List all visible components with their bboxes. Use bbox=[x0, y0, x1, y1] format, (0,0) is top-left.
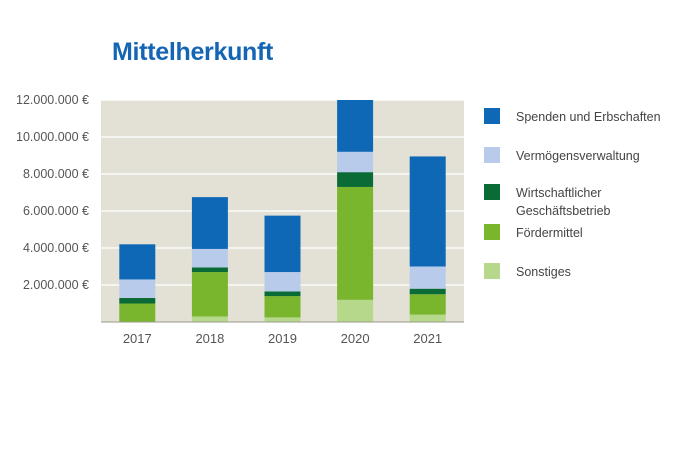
bar-segment-fördermittel-2020 bbox=[337, 186, 374, 300]
y-tick-label: 2.000.000 € bbox=[23, 278, 89, 292]
bar-segment-wirtschaftlicher-geschäftsbetrieb-2019 bbox=[264, 291, 301, 297]
legend-swatch bbox=[484, 184, 500, 200]
bar-segment-sonstiges-2021 bbox=[409, 314, 446, 322]
bar-segment-vermögensverwaltung-2020 bbox=[337, 151, 374, 173]
bar-segment-fördermittel-2018 bbox=[191, 272, 228, 317]
legend-label: Spenden und Erbschaften bbox=[516, 110, 661, 124]
y-tick-label: 12.000.000 € bbox=[16, 93, 89, 107]
legend-swatch bbox=[484, 224, 500, 240]
bar-segment-sonstiges-2018 bbox=[191, 316, 228, 322]
legend-swatch bbox=[484, 147, 500, 163]
x-tick-label: 2018 bbox=[195, 331, 224, 346]
legend-swatch bbox=[484, 108, 500, 124]
bar-segment-vermögensverwaltung-2019 bbox=[264, 272, 301, 292]
y-tick-label: 10.000.000 € bbox=[16, 130, 89, 144]
bar-segment-spenden-und-erbschaften-2017 bbox=[119, 244, 156, 280]
legend-label: Vermögensverwaltung bbox=[516, 149, 640, 163]
bar-segment-vermögensverwaltung-2017 bbox=[119, 279, 156, 298]
bar-segment-vermögensverwaltung-2018 bbox=[191, 248, 228, 268]
bar-segment-fördermittel-2019 bbox=[264, 296, 301, 318]
bar-segment-wirtschaftlicher-geschäftsbetrieb-2020 bbox=[337, 172, 374, 187]
legend-label: Sonstiges bbox=[516, 265, 571, 279]
y-tick-label: 4.000.000 € bbox=[23, 241, 89, 255]
bar-segment-spenden-und-erbschaften-2019 bbox=[264, 215, 301, 273]
x-tick-label: 2019 bbox=[268, 331, 297, 346]
x-tick-label: 2020 bbox=[341, 331, 370, 346]
bar-segment-wirtschaftlicher-geschäftsbetrieb-2021 bbox=[409, 288, 446, 295]
bar-segment-fördermittel-2017 bbox=[119, 303, 156, 322]
x-tick-label: 2021 bbox=[413, 331, 442, 346]
legend-label: Fördermittel bbox=[516, 226, 583, 240]
legend-label: Geschäftsbetrieb bbox=[516, 204, 611, 218]
chart-title: Mittelherkunft bbox=[112, 38, 274, 66]
bar-segment-fördermittel-2021 bbox=[409, 294, 446, 315]
y-tick-label: 6.000.000 € bbox=[23, 204, 89, 218]
bar-segment-wirtschaftlicher-geschäftsbetrieb-2017 bbox=[119, 297, 156, 304]
bar-segment-wirtschaftlicher-geschäftsbetrieb-2018 bbox=[191, 267, 228, 273]
bar-segment-spenden-und-erbschaften-2020 bbox=[337, 100, 374, 152]
x-tick-label: 2017 bbox=[123, 331, 152, 346]
bar-segment-spenden-und-erbschaften-2021 bbox=[409, 156, 446, 267]
y-tick-label: 8.000.000 € bbox=[23, 167, 89, 181]
bar-segment-sonstiges-2020 bbox=[337, 299, 374, 322]
legend-swatch bbox=[484, 263, 500, 279]
legend-label: Wirtschaftlicher bbox=[516, 186, 601, 200]
bar-segment-spenden-und-erbschaften-2018 bbox=[191, 197, 228, 249]
bar-segment-vermögensverwaltung-2021 bbox=[409, 266, 446, 289]
bar-segment-sonstiges-2019 bbox=[264, 317, 301, 322]
